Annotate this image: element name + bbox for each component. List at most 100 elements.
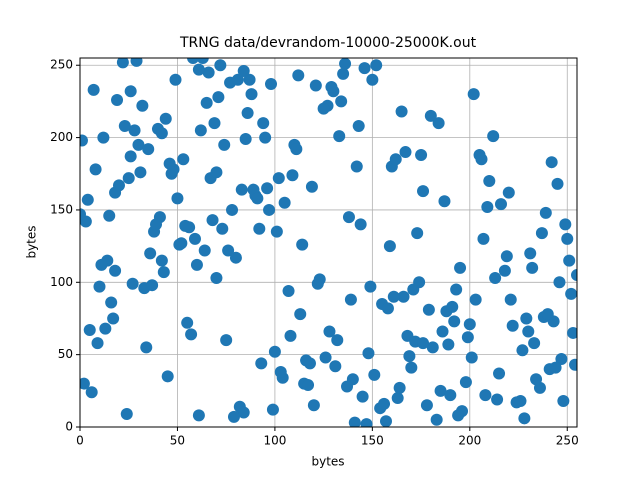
ticks: 0 50 100 150 200 250 0 50 100 150 200 250 — [50, 58, 579, 448]
point — [463, 318, 476, 331]
x-tick-label: 150 — [361, 434, 384, 448]
point — [360, 418, 373, 427]
point — [109, 264, 122, 277]
point — [498, 264, 511, 277]
point — [210, 271, 223, 284]
point — [516, 344, 529, 357]
point — [95, 258, 108, 271]
point — [243, 73, 256, 86]
point — [155, 127, 168, 140]
point — [524, 247, 537, 260]
point — [259, 131, 272, 144]
point — [80, 208, 86, 221]
point — [383, 240, 396, 253]
point — [255, 357, 268, 370]
point — [161, 370, 174, 383]
point — [136, 99, 149, 112]
point — [93, 280, 106, 293]
point — [555, 352, 568, 365]
point — [296, 238, 309, 251]
point — [218, 138, 231, 151]
point — [422, 303, 435, 316]
point — [522, 325, 535, 338]
point — [434, 384, 447, 397]
point — [569, 358, 577, 371]
point — [504, 293, 517, 306]
point — [239, 133, 252, 146]
y-tick-label: 150 — [50, 202, 73, 216]
point — [465, 351, 478, 364]
point — [389, 153, 402, 166]
point — [391, 392, 404, 405]
point — [220, 334, 233, 347]
point — [339, 58, 352, 70]
point — [231, 73, 244, 86]
point — [83, 324, 96, 337]
point — [518, 412, 531, 425]
plot-frame — [79, 57, 578, 428]
point — [309, 79, 322, 92]
point — [364, 280, 377, 293]
point — [483, 175, 496, 187]
point — [237, 406, 250, 419]
point — [181, 316, 194, 329]
point — [192, 63, 205, 76]
y-tick-label: 50 — [58, 347, 73, 361]
y-tick-label: 0 — [65, 420, 73, 434]
point — [140, 341, 153, 354]
point — [313, 273, 326, 286]
point — [265, 78, 278, 91]
point — [557, 394, 570, 407]
point — [563, 254, 576, 267]
point — [551, 177, 564, 190]
point — [424, 109, 437, 122]
point — [132, 138, 145, 151]
point — [274, 366, 287, 379]
point — [261, 182, 274, 195]
point — [317, 102, 330, 115]
point — [452, 409, 465, 422]
point — [185, 328, 198, 341]
point — [97, 131, 110, 144]
x-tick-label: 250 — [556, 434, 579, 448]
point — [134, 166, 147, 179]
point — [319, 351, 332, 364]
point — [91, 337, 104, 350]
point — [479, 389, 492, 402]
point — [430, 413, 443, 426]
point — [99, 322, 112, 335]
point — [475, 153, 488, 166]
point — [395, 105, 408, 118]
point — [177, 153, 190, 166]
point — [333, 130, 346, 143]
point — [179, 219, 192, 232]
point — [187, 58, 200, 64]
points — [80, 58, 577, 427]
point — [571, 269, 577, 282]
point — [553, 276, 566, 289]
point — [454, 261, 467, 274]
point — [535, 227, 548, 240]
point — [411, 227, 424, 240]
point — [426, 341, 439, 354]
point — [284, 329, 297, 342]
point — [245, 88, 258, 101]
point — [541, 308, 554, 321]
point — [124, 150, 137, 163]
point — [241, 106, 254, 119]
point — [222, 244, 235, 257]
point — [266, 403, 279, 416]
point — [381, 302, 394, 315]
point — [268, 345, 281, 358]
point — [559, 218, 572, 231]
chart-title: TRNG data/devrandom-10000-25000K.out — [179, 35, 477, 51]
point — [103, 209, 116, 222]
point — [169, 73, 182, 86]
point — [85, 386, 98, 399]
point — [567, 326, 577, 339]
point — [270, 225, 283, 238]
point — [415, 148, 428, 161]
point — [459, 376, 472, 389]
point — [171, 192, 184, 205]
point — [461, 331, 474, 344]
